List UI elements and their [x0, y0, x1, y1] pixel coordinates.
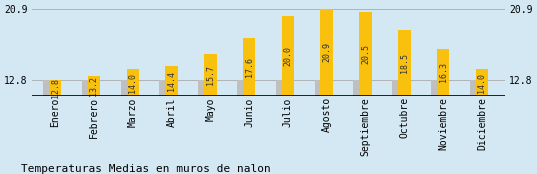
Text: Temperaturas Medias en muros de nalon: Temperaturas Medias en muros de nalon — [21, 164, 271, 174]
Bar — [88, 76, 100, 96]
Text: 14.0: 14.0 — [477, 73, 487, 93]
Bar — [237, 80, 244, 96]
Bar — [276, 80, 283, 96]
Bar — [431, 80, 438, 96]
Bar — [392, 80, 399, 96]
Bar — [127, 69, 139, 96]
Text: 16.3: 16.3 — [439, 62, 448, 82]
Bar — [437, 49, 449, 96]
Bar — [198, 80, 205, 96]
Text: 20.9: 20.9 — [322, 42, 331, 62]
Bar — [82, 80, 89, 96]
Bar — [282, 17, 294, 96]
Bar — [43, 80, 50, 96]
Text: 13.2: 13.2 — [89, 76, 98, 96]
Bar — [315, 80, 322, 96]
Text: 17.6: 17.6 — [244, 57, 253, 77]
Bar — [165, 66, 178, 96]
Bar — [359, 12, 372, 96]
Bar — [476, 69, 488, 96]
Text: 14.4: 14.4 — [167, 71, 176, 91]
Bar — [159, 80, 166, 96]
Text: 18.5: 18.5 — [400, 53, 409, 73]
Bar — [321, 9, 333, 96]
Text: 20.0: 20.0 — [284, 46, 293, 66]
Text: 12.8: 12.8 — [50, 78, 60, 98]
Text: 14.0: 14.0 — [128, 73, 137, 93]
Text: 20.5: 20.5 — [361, 44, 370, 64]
Bar — [204, 54, 216, 96]
Bar — [243, 38, 255, 96]
Bar — [121, 80, 128, 96]
Bar — [49, 80, 61, 96]
Bar — [398, 30, 410, 96]
Bar — [353, 80, 360, 96]
Text: 15.7: 15.7 — [206, 65, 215, 85]
Bar — [470, 80, 477, 96]
